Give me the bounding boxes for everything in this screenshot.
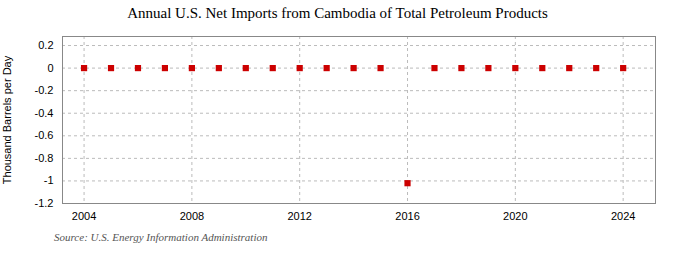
svg-text:2008: 2008 — [180, 210, 204, 222]
svg-text:-0.8: -0.8 — [35, 152, 54, 164]
svg-text:-0.4: -0.4 — [35, 107, 54, 119]
svg-text:-0.6: -0.6 — [35, 129, 54, 141]
svg-text:2012: 2012 — [287, 210, 311, 222]
svg-text:2020: 2020 — [503, 210, 527, 222]
svg-text:0.2: 0.2 — [38, 39, 53, 51]
html-text:Source: U.S. Energy Informatio: Source: U.S. Energy Information Administ… — [54, 231, 268, 243]
svg-text:Thousand Barrels per Day: Thousand Barrels per Day — [1, 55, 13, 184]
svg-text:-1: -1 — [44, 174, 54, 186]
svg-text:2016: 2016 — [395, 210, 419, 222]
svg-text:-0.2: -0.2 — [35, 84, 54, 96]
svg-text:0: 0 — [47, 62, 53, 74]
html-text:Annual U.S. Net Imports from C: Annual U.S. Net Imports from Cambodia of… — [127, 5, 548, 21]
svg-text:2004: 2004 — [72, 210, 96, 222]
svg-text:-1.2: -1.2 — [35, 197, 54, 209]
svg-text:2024: 2024 — [611, 210, 635, 222]
